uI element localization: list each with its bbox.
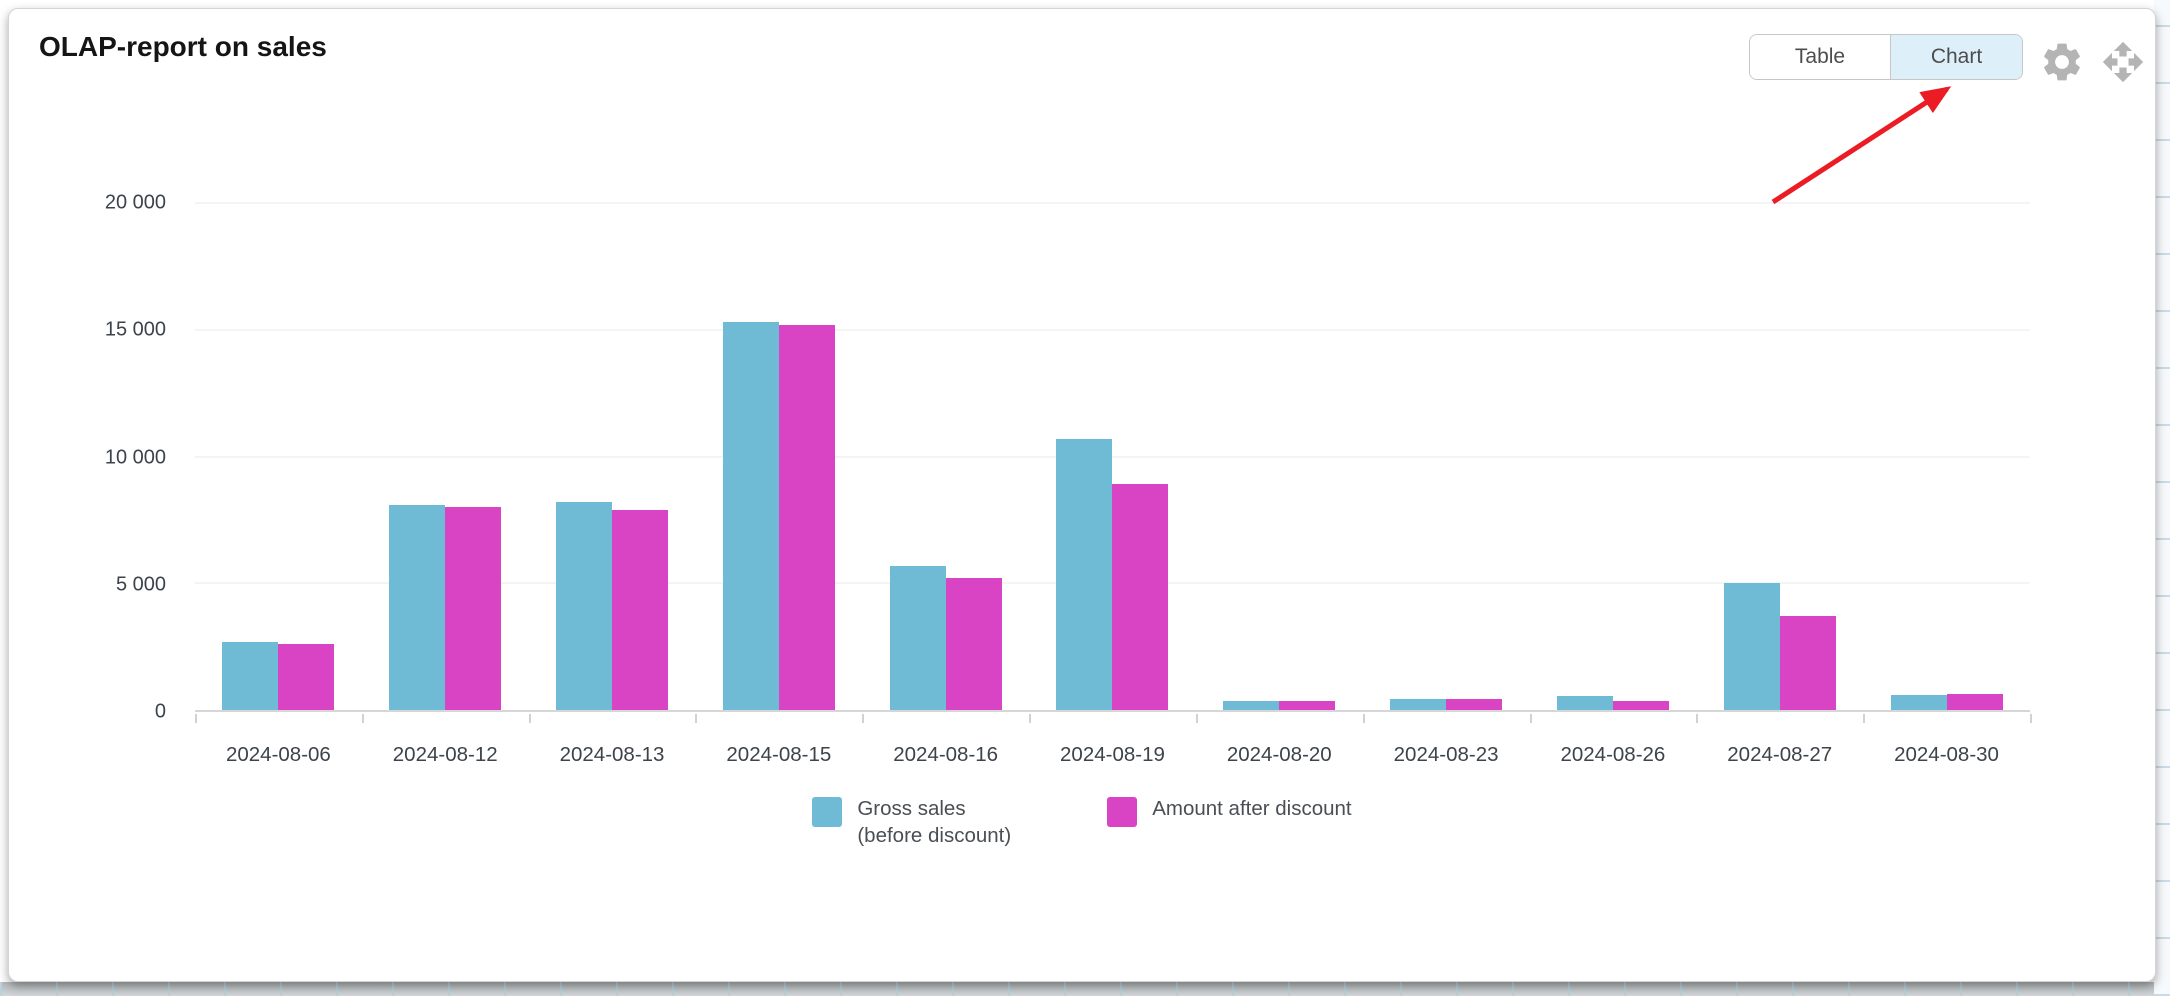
background-spreadsheet-bottom	[0, 982, 2170, 996]
bar-amount-after-discount[interactable]	[1279, 701, 1336, 710]
x-axis-label: 2024-08-13	[559, 743, 665, 766]
bar-gross-sales[interactable]	[1556, 696, 1613, 710]
bar-amount-after-discount[interactable]	[1946, 693, 2003, 710]
legend-label: Amount after discount	[1152, 797, 1352, 820]
axis-tick	[1529, 714, 1532, 723]
axis-tick	[862, 714, 865, 723]
y-axis-tick-label: 0	[154, 700, 166, 723]
bar-gross-sales[interactable]	[1723, 583, 1780, 710]
y-axis-tick-label: 5 000	[115, 573, 166, 596]
y-axis-tick-label: 15 000	[104, 318, 166, 341]
legend-item-gross-sales[interactable]: Gross sales (before discount)	[812, 795, 1011, 849]
bar-group	[1530, 203, 1697, 710]
axis-tick	[361, 714, 364, 723]
gear-icon[interactable]	[2039, 39, 2085, 85]
olap-report-panel: OLAP-report on sales Table Chart 0 5 000 1…	[8, 8, 2156, 982]
gridline	[195, 202, 2030, 204]
bar-amount-after-discount[interactable]	[778, 324, 835, 710]
axis-tick	[695, 714, 698, 723]
axis-tick	[1195, 714, 1198, 723]
legend-swatch	[1107, 797, 1138, 827]
chart-view-button[interactable]: Chart	[1890, 35, 2022, 79]
bar-group	[695, 203, 862, 710]
y-axis: 0 5 000 10 000 15 000 20 000	[9, 192, 166, 723]
axis-tick	[195, 714, 197, 723]
bar-group	[529, 203, 696, 710]
bar-amount-after-discount[interactable]	[1112, 484, 1169, 710]
axis-tick	[1696, 714, 1699, 723]
bar-amount-after-discount[interactable]	[1779, 616, 1836, 710]
bar-gross-sales[interactable]	[722, 322, 779, 710]
x-axis-label: 2024-08-30	[1894, 743, 1999, 766]
bar-amount-after-discount[interactable]	[278, 644, 335, 710]
bar-gross-sales[interactable]	[889, 565, 946, 710]
x-axis-label: 2024-08-16	[893, 743, 999, 766]
bar-group	[1363, 203, 1530, 710]
gridline	[195, 329, 2030, 331]
axis-tick	[1029, 714, 1032, 723]
bar-gross-sales[interactable]	[1890, 694, 1947, 710]
page-title: OLAP-report on sales	[39, 31, 327, 62]
plot-area	[195, 202, 2030, 712]
x-axis-label: 2024-08-20	[1226, 743, 1332, 766]
legend-swatch	[812, 797, 843, 827]
bar-group	[362, 203, 529, 710]
bar-amount-after-discount[interactable]	[612, 509, 669, 710]
gridline	[195, 456, 2030, 457]
x-axis-label: 2024-08-23	[1393, 743, 1499, 766]
x-axis-ticks	[195, 714, 2032, 723]
x-axis-label: 2024-08-12	[392, 743, 498, 766]
bar-amount-after-discount[interactable]	[945, 578, 1002, 710]
legend-label: Gross sales (before discount)	[857, 797, 1012, 847]
bar-amount-after-discount[interactable]	[1446, 698, 1503, 710]
bar-gross-sales[interactable]	[389, 504, 446, 710]
axis-tick	[528, 714, 531, 723]
x-axis-label: 2024-08-06	[225, 743, 331, 766]
y-axis-tick-label: 20 000	[104, 191, 166, 214]
axis-tick	[2029, 714, 2032, 723]
bar-group	[862, 203, 1029, 710]
table-view-button[interactable]: Table	[1750, 35, 1890, 79]
x-axis-label: 2024-08-27	[1727, 743, 1833, 766]
bar-gross-sales[interactable]	[1056, 438, 1113, 710]
background-spreadsheet-right	[2154, 0, 2170, 996]
bar-gross-sales[interactable]	[222, 641, 279, 710]
legend-item-amount-after-discount[interactable]: Amount after discount	[1107, 795, 1352, 849]
bar-gross-sales[interactable]	[1390, 698, 1447, 710]
chart-legend: Gross sales (before discount) Amount after…	[9, 795, 2155, 849]
x-axis-label: 2024-08-15	[726, 743, 832, 766]
bar-gross-sales[interactable]	[1223, 701, 1280, 710]
bar-amount-after-discount[interactable]	[1612, 701, 1669, 710]
bar-group	[1196, 203, 1363, 710]
bar-group	[1029, 203, 1196, 710]
x-axis-label: 2024-08-19	[1060, 743, 1165, 766]
bar-amount-after-discount[interactable]	[445, 507, 502, 710]
x-axis-label: 2024-08-26	[1560, 743, 1666, 766]
bar-gross-sales[interactable]	[556, 502, 613, 710]
axis-tick	[1863, 714, 1866, 723]
bar-group	[1696, 203, 1863, 710]
view-toggle: Table Chart	[1749, 34, 2023, 80]
axis-tick	[1362, 714, 1365, 723]
x-axis: 2024-08-06 2024-08-12 2024-08-13 2024-08-15…	[195, 743, 2030, 767]
bar-group	[1863, 203, 2030, 710]
move-icon[interactable]	[2101, 40, 2145, 84]
y-axis-tick-label: 10 000	[104, 446, 166, 468]
bar-group	[195, 203, 362, 710]
